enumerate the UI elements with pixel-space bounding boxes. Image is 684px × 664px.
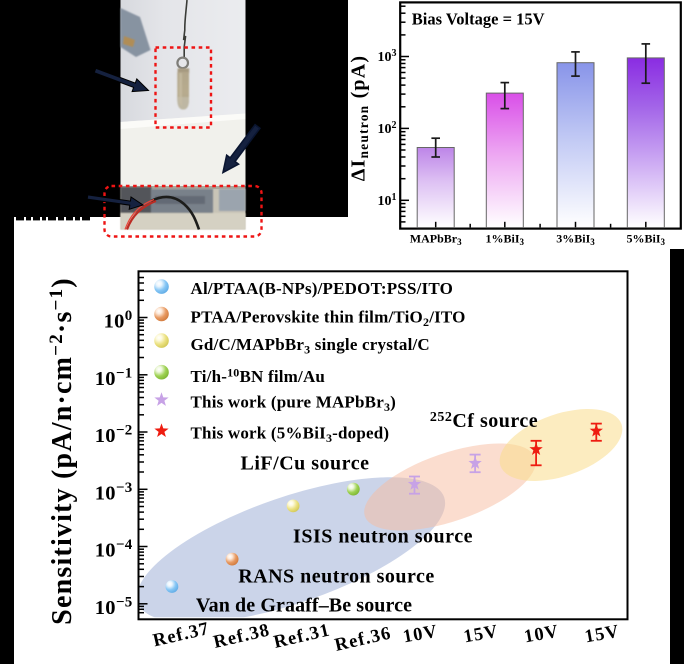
svg-text:Ref.31: Ref.31	[272, 620, 332, 652]
svg-text:10−4: 10−4	[95, 537, 133, 562]
svg-text:This work (pure MAPbBr3): This work (pure MAPbBr3)	[191, 393, 397, 415]
svg-text:Ref.36: Ref.36	[333, 623, 393, 655]
svg-text:Van de Graaff–Be source: Van de Graaff–Be source	[196, 594, 412, 616]
svg-text:ISIS neutron source: ISIS neutron source	[293, 526, 473, 548]
svg-text:10−1: 10−1	[95, 365, 133, 390]
svg-text:Sensitivity (pA/n·cm−2·s−1): Sensitivity (pA/n·cm−2·s−1)	[46, 277, 78, 625]
svg-text:10−5: 10−5	[95, 594, 133, 619]
svg-text:10V: 10V	[523, 622, 561, 648]
svg-text:ΔIneutron (pA): ΔIneutron (pA)	[348, 55, 372, 182]
svg-text:10−2: 10−2	[95, 423, 133, 448]
svg-text:3%BiI3: 3%BiI3	[556, 232, 595, 248]
svg-text:Ref.37: Ref.37	[151, 619, 211, 651]
svg-text:252Cf source: 252Cf source	[430, 410, 538, 432]
svg-text:RANS neutron source: RANS neutron source	[238, 566, 435, 588]
svg-text:5%BiI3: 5%BiI3	[627, 232, 666, 248]
svg-text:This work (5%BiI3-doped): This work (5%BiI3-doped)	[191, 424, 390, 446]
svg-text:PTAA/Perovskite thin film/TiO2: PTAA/Perovskite thin film/TiO2/ITO	[191, 308, 466, 330]
svg-text:1%BiI3: 1%BiI3	[486, 232, 525, 248]
svg-text:MAPbBr3: MAPbBr3	[410, 232, 462, 248]
svg-text:15V: 15V	[583, 622, 621, 648]
svg-text:Al/PTAA(B-NPs)/PEDOT:PSS/ITO: Al/PTAA(B-NPs)/PEDOT:PSS/ITO	[191, 279, 454, 298]
svg-text:Ti/h-10BN film/Au: Ti/h-10BN film/Au	[191, 366, 326, 387]
svg-text:Bias Voltage = 15V: Bias Voltage = 15V	[412, 10, 545, 29]
svg-text:10−3: 10−3	[95, 480, 133, 505]
svg-text:Gd/C/MAPbBr3 single crystal/C: Gd/C/MAPbBr3 single crystal/C	[191, 335, 430, 357]
svg-text:Ref.38: Ref.38	[212, 620, 272, 652]
svg-text:10V: 10V	[401, 622, 439, 648]
svg-text:15V: 15V	[462, 622, 500, 648]
svg-text:100: 100	[104, 308, 133, 333]
svg-text:LiF/Cu source: LiF/Cu source	[241, 453, 370, 475]
